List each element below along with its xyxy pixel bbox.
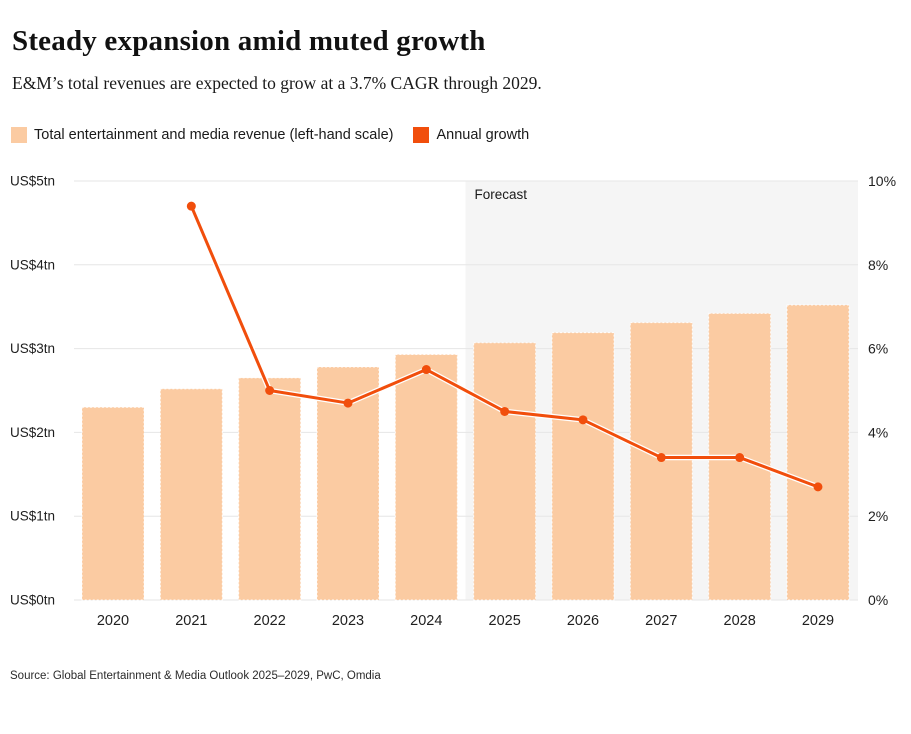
x-label-2027: 2027 xyxy=(645,613,677,629)
y-right-tick-label: 10% xyxy=(868,173,896,189)
y-left-tick-label: US$2tn xyxy=(10,425,55,440)
revenue-bars xyxy=(81,304,850,601)
legend-item-revenue: Total entertainment and media revenue (l… xyxy=(11,127,393,143)
x-label-2025: 2025 xyxy=(489,613,521,629)
revenue-swatch xyxy=(11,127,27,143)
x-label-2023: 2023 xyxy=(332,613,364,629)
growth-point-2025 xyxy=(500,406,510,416)
y-axis-right-labels: 10% 8% 6% 4% 2% 0% xyxy=(868,173,896,608)
y-right-tick-label: 0% xyxy=(868,592,888,608)
forecast-label: Forecast xyxy=(474,187,527,202)
x-label-2028: 2028 xyxy=(724,613,756,629)
growth-point-2023 xyxy=(343,398,353,408)
chart-canvas: Forecast US$5tn US$4tn US$3tn US$2tn US$1tn US… xyxy=(0,165,911,640)
growth-point-2024 xyxy=(421,365,431,375)
y-left-tick-label: US$3tn xyxy=(10,341,55,356)
growth-point-2026 xyxy=(578,415,588,425)
bar-2024 xyxy=(394,353,458,601)
bar-2029 xyxy=(786,304,850,601)
growth-swatch xyxy=(413,127,430,143)
source-note: Source: Global Entertainment & Media Out… xyxy=(10,670,381,682)
x-label-2020: 2020 xyxy=(97,613,129,629)
x-label-2024: 2024 xyxy=(410,613,442,629)
y-left-tick-label: US$4tn xyxy=(10,257,55,272)
x-label-2021: 2021 xyxy=(175,613,207,629)
y-left-tick-label: US$5tn xyxy=(10,174,55,189)
legend-item-growth: Annual growth xyxy=(413,127,529,143)
bar-2020 xyxy=(81,406,145,601)
bar-2025 xyxy=(473,342,537,601)
x-axis-labels: 2020 2021 2022 2023 2024 2025 2026 2027 2028 2029 xyxy=(97,613,834,629)
y-right-tick-label: 4% xyxy=(868,424,888,440)
combo-chart: ForecastUS$5tnUS$4tnUS$3tnUS$2tnUS$1tnUS… xyxy=(10,173,896,629)
growth-point-2021 xyxy=(186,201,196,211)
chart-title: Steady expansion amid muted growth xyxy=(12,25,486,57)
y-right-tick-label: 2% xyxy=(868,508,888,524)
growth-points xyxy=(186,201,823,492)
chart-subtitle: E&M’s total revenues are expected to gro… xyxy=(12,73,542,93)
x-label-2022: 2022 xyxy=(254,613,286,629)
legend-label-revenue: Total entertainment and media revenue (l… xyxy=(34,127,394,143)
legend-label-growth: Annual growth xyxy=(436,127,530,143)
y-right-tick-label: 8% xyxy=(868,257,888,273)
y-right-tick-label: 6% xyxy=(868,341,888,357)
growth-point-2022 xyxy=(265,386,275,395)
growth-point-2029 xyxy=(813,482,823,492)
y-left-tick-label: US$0tn xyxy=(10,593,55,608)
y-left-tick-label: US$1tn xyxy=(10,509,55,524)
growth-point-2027 xyxy=(656,453,666,463)
bar-2021 xyxy=(159,388,223,601)
bar-2026 xyxy=(551,332,615,601)
bar-2022 xyxy=(238,377,302,601)
x-label-2026: 2026 xyxy=(567,613,599,629)
x-label-2029: 2029 xyxy=(802,613,834,629)
growth-point-2028 xyxy=(735,453,745,463)
y-axis-left-labels: US$5tn US$4tn US$3tn US$2tn US$1tn US$0tn xyxy=(10,174,55,608)
legend: Total entertainment and media revenue (l… xyxy=(11,127,529,143)
